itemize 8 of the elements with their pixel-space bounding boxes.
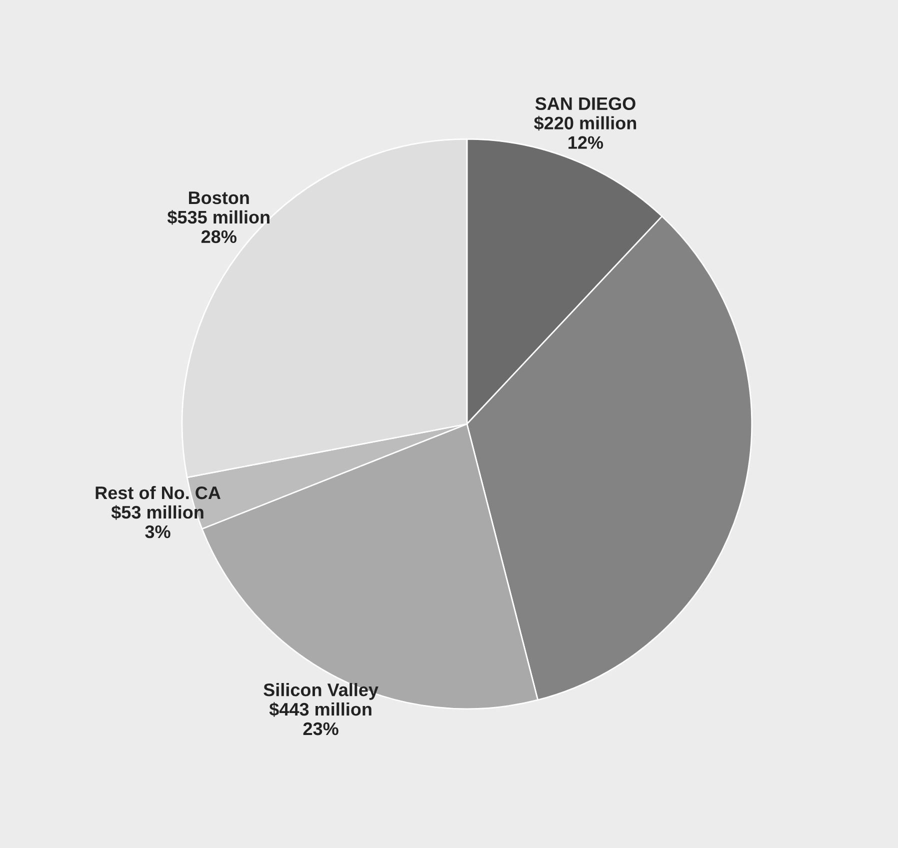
data-label: $220 million 12%: [534, 116, 636, 149]
slice-label: Rest of No. CA: [96, 486, 220, 500]
data-label: $53 million 3%: [111, 505, 204, 538]
slice-label: SAN DIEGO: [535, 97, 636, 110]
slice-label: Boston: [189, 192, 249, 204]
slice-label: Silicon Valley: [264, 683, 378, 700]
data-label: $535 million 28%: [167, 210, 270, 244]
data-label: $443 million 23%: [269, 702, 372, 736]
